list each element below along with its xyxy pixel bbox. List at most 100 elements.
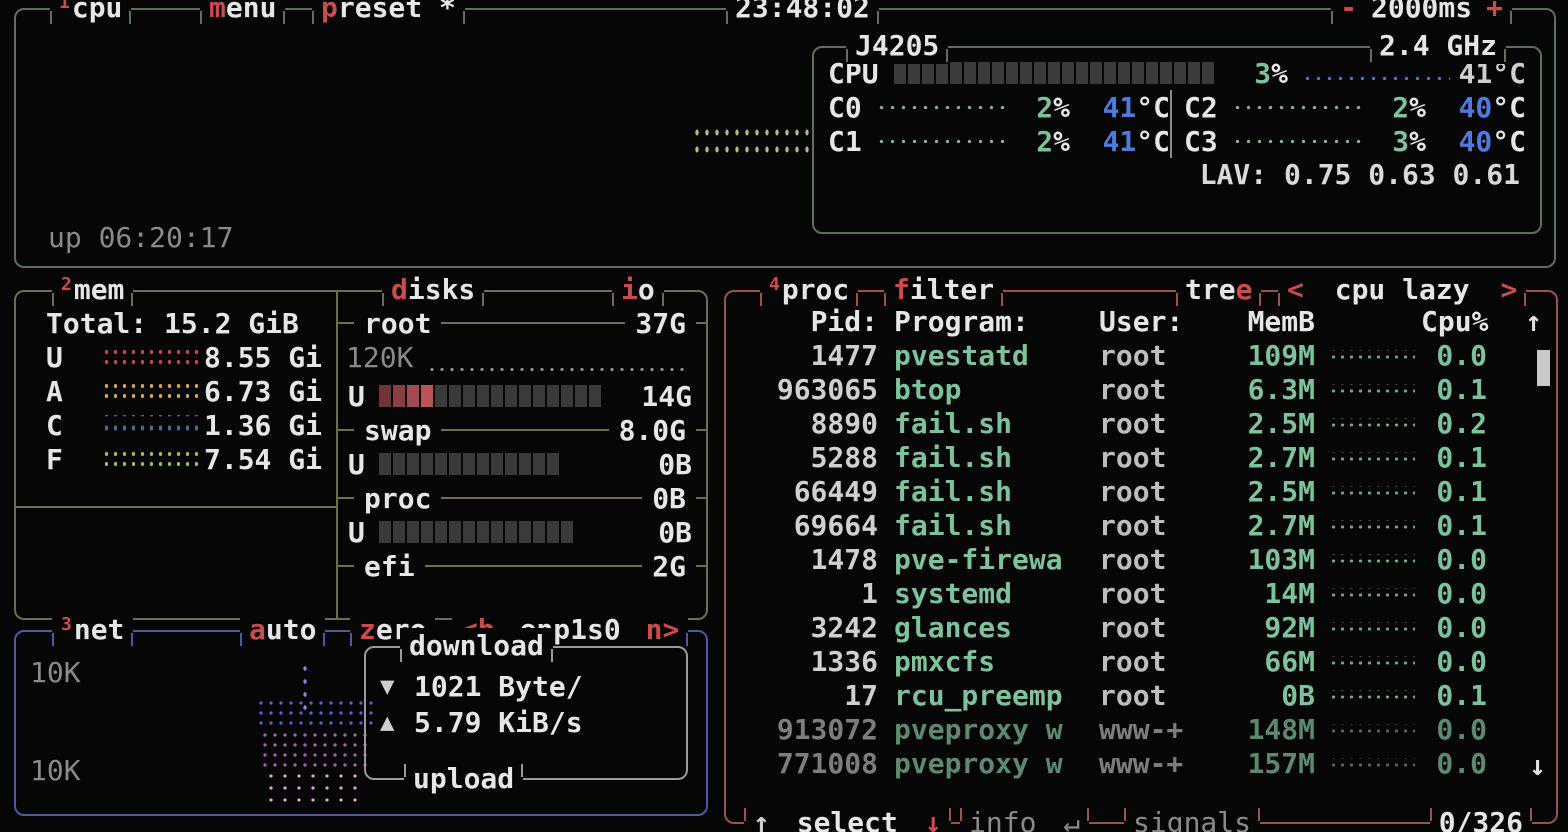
cpu-box-title[interactable]: 1cpu — [50, 0, 132, 26]
mem-cached-graph — [102, 415, 200, 435]
process-cpu-graph — [1329, 519, 1415, 531]
meter-block — [546, 453, 559, 475]
scroll-up-arrow[interactable]: ↑ — [1525, 304, 1542, 338]
net-box-title[interactable]: 3net — [52, 612, 134, 648]
process-name: btop — [894, 372, 962, 406]
process-name: fail.sh — [894, 440, 1013, 474]
meter-block — [546, 385, 559, 407]
process-cpu-graph — [1329, 417, 1415, 429]
net-download-spike — [300, 660, 310, 714]
process-row[interactable]: 17 rcu_preemp root 0B 0.1 — [728, 678, 1556, 712]
meter-block — [1006, 62, 1018, 84]
process-mem: 92M — [1264, 610, 1315, 644]
process-row[interactable]: 3242 glances root 92M 0.0 — [728, 610, 1556, 644]
process-name: rcu_preemp — [894, 678, 1063, 712]
col-mem[interactable]: MemB — [1247, 304, 1315, 338]
sort-prev-button[interactable]: < — [1287, 273, 1304, 306]
disk-swap-header: swap 8.0G — [338, 413, 706, 447]
meter-block — [462, 521, 475, 543]
process-row[interactable]: 771008 pveproxy w www-+ 157M 0.0 — [728, 746, 1556, 780]
process-name: pveproxy w — [894, 746, 1063, 780]
iface-next-button[interactable]: n> — [645, 613, 680, 646]
meter-block — [922, 62, 934, 84]
net-download-graph — [256, 700, 374, 728]
meter-block — [420, 453, 433, 475]
meter-block — [1188, 62, 1200, 84]
meter-block — [532, 521, 545, 543]
proc-box-title[interactable]: 4proc — [760, 272, 859, 308]
meter-block — [936, 62, 948, 84]
col-cpu[interactable]: Cpu% — [1421, 304, 1489, 338]
process-user: root — [1099, 338, 1167, 372]
sort-next-button[interactable]: > — [1500, 273, 1518, 306]
core-c0-graph — [876, 102, 1006, 112]
meter-block — [1090, 62, 1102, 84]
select-control[interactable]: ↑ select ↓ — [744, 805, 951, 832]
process-pid: 8890 — [810, 406, 878, 440]
mem-used-graph — [102, 347, 200, 367]
meter-block — [462, 385, 475, 407]
preset-button[interactable]: preset * — [312, 0, 465, 26]
interval-decrease-button[interactable]: - — [1340, 0, 1357, 24]
process-cpu: 0.1 — [1436, 508, 1487, 542]
interval-increase-button[interactable]: + — [1486, 0, 1503, 24]
upload-label: upload — [404, 761, 524, 797]
disk-root-meter — [378, 385, 603, 407]
process-cpu-graph — [1329, 485, 1415, 497]
signals-button[interactable]: signals — [1124, 805, 1261, 832]
sort-current: cpu lazy — [1334, 273, 1470, 306]
scrollbar-thumb[interactable] — [1537, 350, 1550, 386]
cpu-total-meter — [894, 62, 1216, 84]
scroll-down-arrow[interactable]: ↓ — [1529, 749, 1546, 782]
mem-box-hotkey: 2 — [61, 274, 72, 295]
process-row[interactable]: 1478 pve-firewa root 103M 0.0 — [728, 542, 1556, 576]
disk-root-io-graph — [427, 365, 684, 374]
select-up-icon[interactable]: ↑ — [753, 806, 770, 832]
cpu-total-row: CPU 3% 41°C — [828, 56, 1526, 90]
core-row-0-2: C0 2% 41°C C2 2% 40°C — [828, 90, 1526, 124]
meter-block — [560, 521, 573, 543]
process-cpu: 0.1 — [1436, 474, 1487, 508]
col-pid[interactable]: Pid: — [810, 304, 878, 338]
info-button[interactable]: info ↵ — [960, 805, 1090, 832]
process-cpu: 0.0 — [1436, 712, 1487, 746]
process-cpu-graph — [1329, 621, 1415, 633]
col-user[interactable]: User: — [1099, 304, 1184, 338]
process-row[interactable]: 1477 pvestatd root 109M 0.0 — [728, 338, 1556, 372]
process-row[interactable]: 913072 pveproxy w www-+ 148M 0.0 — [728, 712, 1556, 746]
cpu-box: 1cpu menu preset * 23:48:02 -2000ms + J42… — [14, 0, 1556, 268]
process-row[interactable]: 66449 fail.sh root 2.5M 0.1 — [728, 474, 1556, 508]
select-down-icon[interactable]: ↓ — [924, 806, 942, 832]
process-user: root — [1099, 644, 1167, 678]
disks-toggle[interactable]: disks — [382, 272, 485, 308]
disk-proc-meter — [378, 521, 575, 543]
load-average: LAV: 0.75 0.63 0.61 — [1199, 158, 1520, 191]
mem-row-used: U 8.55 Gi — [46, 340, 322, 374]
filter-button[interactable]: filter — [884, 272, 1004, 308]
process-row[interactable]: 1336 pmxcfs root 66M 0.0 — [728, 644, 1556, 678]
col-program[interactable]: Program: — [894, 304, 1029, 338]
process-row[interactable]: 1 systemd root 14M 0.0 — [728, 576, 1556, 610]
net-auto-button[interactable]: auto — [240, 612, 326, 648]
mem-available-graph — [102, 381, 200, 401]
meter-block — [894, 62, 906, 84]
process-mem: 66M — [1264, 644, 1315, 678]
disk-proc-header: proc 0B — [338, 481, 706, 515]
io-toggle[interactable]: io — [612, 272, 664, 308]
meter-block — [518, 521, 531, 543]
mem-box-title[interactable]: 2mem — [52, 272, 134, 308]
meter-block — [532, 453, 545, 475]
process-user: root — [1099, 678, 1167, 712]
cpu-history-graph — [692, 122, 810, 158]
core-c2: C2 2% 40°C — [1170, 90, 1526, 124]
process-row[interactable]: 963065 btop root 6.3M 0.1 — [728, 372, 1556, 406]
menu-button[interactable]: menu — [200, 0, 286, 26]
process-row[interactable]: 5288 fail.sh root 2.7M 0.1 — [728, 440, 1556, 474]
process-cpu-graph — [1329, 587, 1415, 599]
process-user: root — [1099, 576, 1167, 610]
tree-button[interactable]: tree — [1176, 272, 1262, 308]
process-row[interactable]: 69664 fail.sh root 2.7M 0.1 — [728, 508, 1556, 542]
process-row[interactable]: 8890 fail.sh root 2.5M 0.2 — [728, 406, 1556, 440]
process-cpu: 0.0 — [1436, 610, 1487, 644]
process-name: pveproxy w — [894, 712, 1063, 746]
